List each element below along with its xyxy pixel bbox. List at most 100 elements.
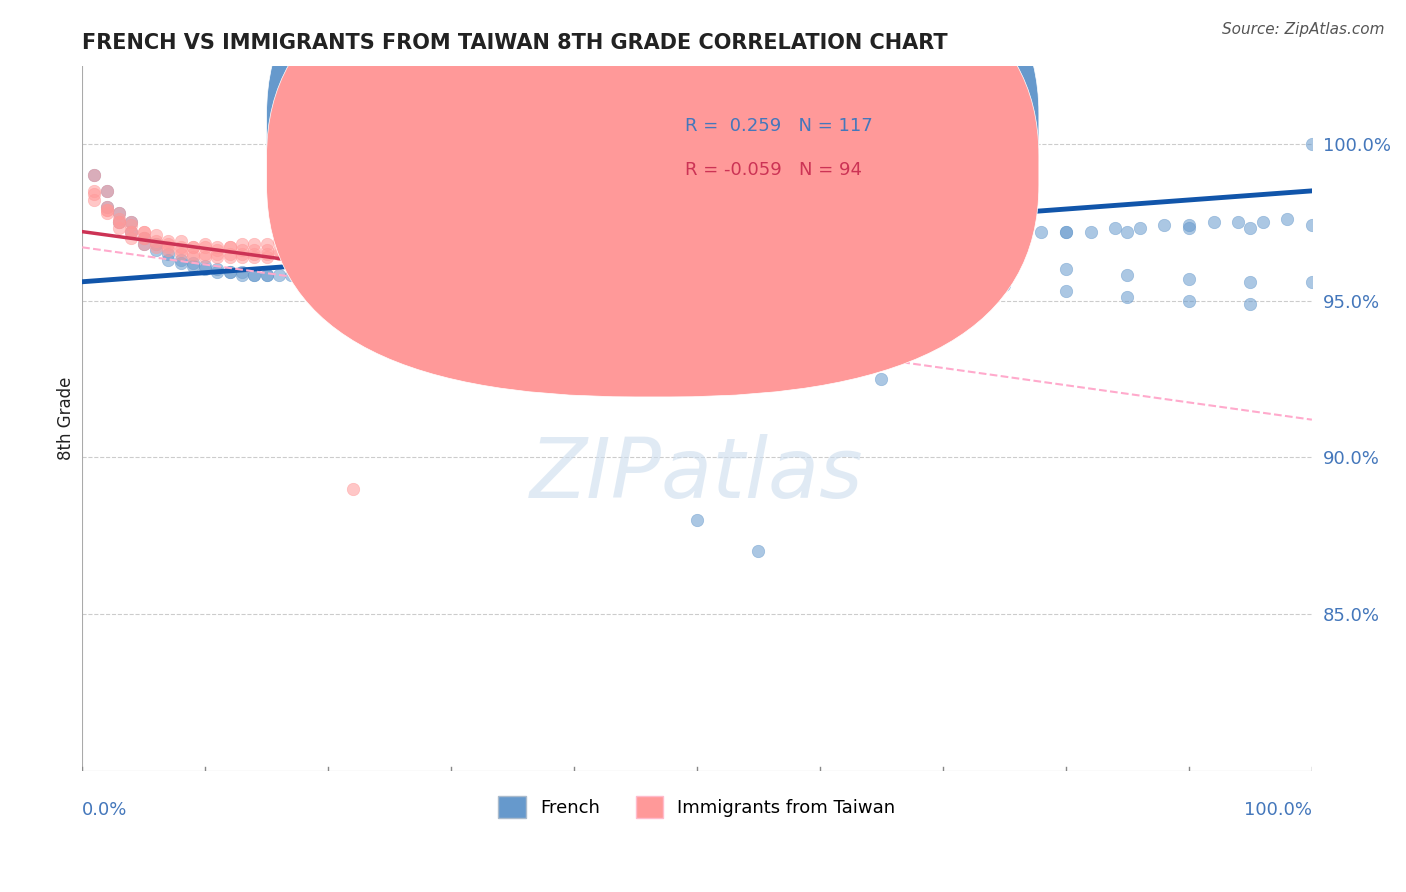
Point	[993, 227, 1015, 242]
Point	[1153, 219, 1175, 233]
Point	[329, 237, 352, 252]
Point	[218, 240, 240, 254]
Point	[391, 234, 413, 248]
FancyBboxPatch shape	[267, 0, 1039, 355]
Point	[305, 265, 328, 279]
Point	[316, 240, 339, 254]
Point	[231, 244, 253, 258]
Point	[834, 231, 856, 245]
Point	[231, 250, 253, 264]
FancyBboxPatch shape	[267, 0, 1039, 397]
Point	[231, 246, 253, 260]
Point	[108, 215, 131, 229]
Point	[157, 240, 180, 254]
Point	[218, 265, 240, 279]
Point	[342, 262, 364, 277]
Point	[132, 231, 155, 245]
Point	[354, 237, 377, 252]
Point	[404, 234, 426, 248]
Point	[194, 237, 217, 252]
Point	[243, 237, 266, 252]
Text: Source: ZipAtlas.com: Source: ZipAtlas.com	[1222, 22, 1385, 37]
Point	[83, 168, 105, 182]
Point	[194, 259, 217, 273]
Point	[181, 256, 204, 270]
Point	[1227, 215, 1250, 229]
Point	[169, 234, 191, 248]
Point	[218, 250, 240, 264]
Point	[1301, 275, 1323, 289]
Point	[96, 184, 118, 198]
Point	[280, 244, 302, 258]
Point	[132, 231, 155, 245]
Point	[785, 231, 807, 245]
Point	[747, 544, 769, 558]
Point	[1054, 225, 1077, 239]
Point	[1178, 293, 1201, 308]
Point	[1116, 268, 1139, 283]
Point	[83, 194, 105, 208]
Point	[710, 234, 733, 248]
Point	[932, 271, 955, 285]
Point	[218, 265, 240, 279]
Point	[280, 240, 302, 254]
Point	[96, 202, 118, 217]
Point	[292, 244, 315, 258]
Point	[243, 246, 266, 260]
Point	[194, 250, 217, 264]
Point	[292, 240, 315, 254]
Point	[759, 234, 782, 248]
Point	[267, 244, 290, 258]
Point	[1202, 215, 1225, 229]
Point	[391, 256, 413, 270]
Point	[132, 237, 155, 252]
Point	[207, 265, 229, 279]
Point	[1129, 221, 1152, 235]
Point	[169, 244, 191, 258]
Point	[207, 244, 229, 258]
Point	[181, 240, 204, 254]
Point	[96, 184, 118, 198]
Point	[108, 221, 131, 235]
Point	[96, 202, 118, 217]
Point	[292, 268, 315, 283]
Point	[502, 246, 524, 260]
Point	[256, 268, 278, 283]
Point	[181, 246, 204, 260]
Point	[686, 513, 709, 527]
Point	[637, 237, 659, 252]
Point	[932, 227, 955, 242]
Point	[157, 244, 180, 258]
Point	[256, 250, 278, 264]
Point	[870, 372, 893, 386]
Point	[588, 240, 610, 254]
Point	[342, 240, 364, 254]
Point	[661, 237, 683, 252]
Point	[1239, 296, 1261, 310]
Point	[267, 268, 290, 283]
Point	[1054, 262, 1077, 277]
Point	[1054, 284, 1077, 298]
Point	[686, 237, 709, 252]
Point	[305, 231, 328, 245]
Point	[624, 277, 647, 292]
Point	[329, 231, 352, 245]
Point	[1277, 212, 1299, 227]
Point	[181, 240, 204, 254]
Point	[686, 234, 709, 248]
Point	[169, 240, 191, 254]
Point	[1031, 225, 1053, 239]
Point	[1301, 136, 1323, 151]
Point	[207, 262, 229, 277]
Point	[120, 215, 142, 229]
Y-axis label: 8th Grade: 8th Grade	[58, 376, 75, 459]
Point	[562, 240, 585, 254]
Point	[181, 259, 204, 273]
Point	[342, 482, 364, 496]
Point	[354, 225, 377, 239]
Point	[120, 225, 142, 239]
Point	[907, 227, 929, 242]
Point	[280, 234, 302, 248]
Point	[427, 231, 450, 245]
Point	[1080, 225, 1102, 239]
